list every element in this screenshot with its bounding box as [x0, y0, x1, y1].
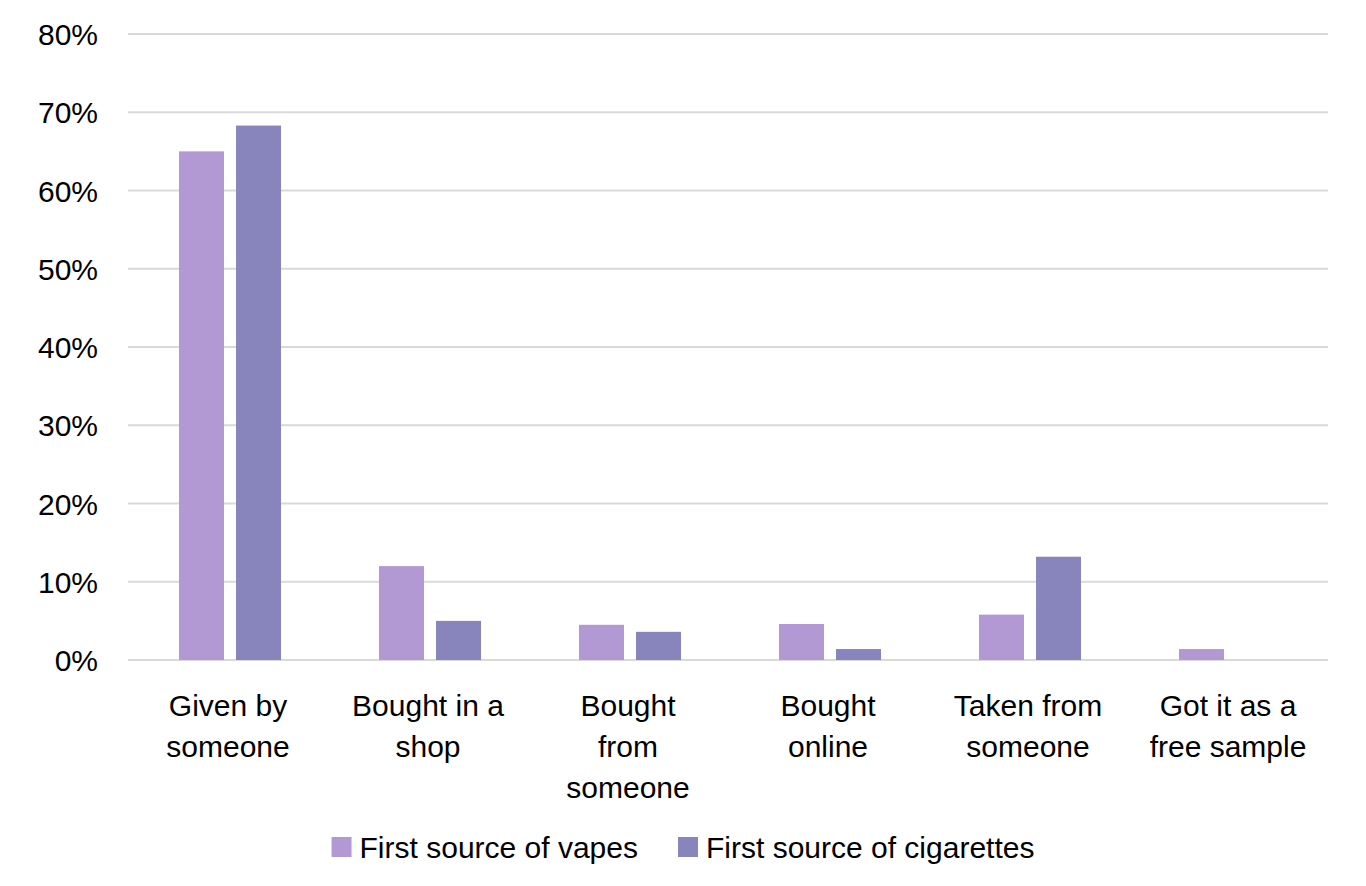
x-tick-label-line: free sample [1150, 730, 1307, 763]
x-tick-label-line: Bought [580, 689, 676, 722]
x-tick-label-line: Bought [780, 689, 876, 722]
y-tick-label: 50% [38, 253, 98, 286]
y-tick-label: 40% [38, 331, 98, 364]
x-tick-label: Bought from someone [566, 689, 689, 804]
bar [236, 126, 281, 660]
bar [836, 649, 881, 660]
grid-line [128, 659, 1328, 661]
bar [379, 566, 424, 660]
legend-label: First source of vapes [360, 831, 638, 864]
x-tick-label: Taken from someone [954, 689, 1102, 763]
x-tick-label-line: shop [395, 730, 460, 763]
bar [1036, 557, 1081, 660]
bar [579, 625, 624, 660]
x-tick-label: Bought online [780, 689, 876, 763]
chart: 0% 10% 20% 30% 40% 50% 60% 70% 80% Given by someon… [0, 0, 1366, 886]
bar [979, 615, 1024, 660]
x-tick-label-line: Given by [169, 689, 287, 722]
grid-line [128, 581, 1328, 583]
bar [436, 621, 481, 660]
grid-line [128, 111, 1328, 113]
bar [636, 632, 681, 660]
y-tick-label: 60% [38, 175, 98, 208]
legend: First source of vapes First source of cig… [332, 831, 1035, 864]
bar [179, 151, 224, 660]
grid-line [128, 190, 1328, 192]
grid-line [128, 424, 1328, 426]
x-tick-label-line: someone [566, 771, 689, 804]
y-tick-label: 10% [38, 566, 98, 599]
x-tick-label-line: someone [966, 730, 1089, 763]
y-tick-label: 30% [38, 409, 98, 442]
y-tick-label: 70% [38, 96, 98, 129]
x-tick-label: Bought in a shop [352, 689, 504, 763]
bars [179, 126, 1224, 660]
x-tick-label-line: online [788, 730, 868, 763]
grid-line [128, 503, 1328, 505]
bar [1179, 649, 1224, 660]
x-tick-label-line: Got it as a [1160, 689, 1297, 722]
x-tick-label-line: someone [166, 730, 289, 763]
bar [779, 624, 824, 660]
y-tick-label: 20% [38, 488, 98, 521]
y-tick-label: 80% [38, 18, 98, 51]
grid-line [128, 346, 1328, 348]
grid-line [128, 33, 1328, 35]
x-tick-label: Got it as a free sample [1150, 689, 1307, 763]
x-tick-label-line: Taken from [954, 689, 1102, 722]
x-tick-label: Given by someone [166, 689, 289, 763]
legend-swatch [678, 837, 698, 857]
y-tick-label: 0% [55, 644, 98, 677]
legend-swatch [332, 837, 352, 857]
x-axis-line [128, 659, 1328, 661]
x-tick-label-line: from [598, 730, 658, 763]
x-tick-label-line: Bought in a [352, 689, 504, 722]
grid-line [128, 268, 1328, 270]
bar [1236, 660, 1281, 661]
legend-label: First source of cigarettes [706, 831, 1034, 864]
